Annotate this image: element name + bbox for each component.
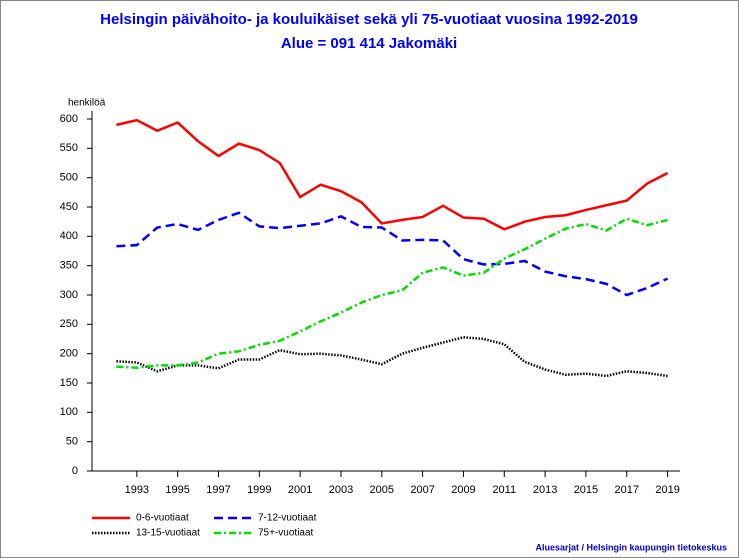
series-line <box>116 217 668 370</box>
x-tick-label: 2009 <box>451 484 475 496</box>
y-tick-label: 250 <box>60 318 78 330</box>
x-tick-label: 2005 <box>370 484 394 496</box>
x-tick-label: 2013 <box>533 484 557 496</box>
series-line <box>116 335 668 378</box>
x-tick-label: 2003 <box>329 484 353 496</box>
x-tick-label: 2011 <box>492 484 516 496</box>
x-tick-label: 2001 <box>288 484 312 496</box>
chart-subtitle: Alue = 091 414 Jakomäki <box>281 35 457 52</box>
y-tick-label: 350 <box>60 260 78 272</box>
y-tick-label: 0 <box>72 465 78 477</box>
x-tick-label: 2017 <box>615 484 639 496</box>
y-tick-label: 600 <box>60 113 78 125</box>
legend-label: 7-12-vuotiaat <box>258 513 317 524</box>
x-tick-label: 1993 <box>125 484 149 496</box>
series-line <box>116 211 669 297</box>
x-tick-label: 1999 <box>247 484 271 496</box>
x-tick-label: 2015 <box>574 484 598 496</box>
source: Aluesarjat / Helsingin kaupungin tietoke… <box>535 542 727 552</box>
chart-title: Helsingin päivähoito- ja kouluikäiset se… <box>100 11 638 28</box>
x-tick-label: 2019 <box>655 484 679 496</box>
x-tick-label: 1997 <box>206 484 230 496</box>
series-line <box>116 118 669 231</box>
y-axis-label: henkilöä <box>68 98 106 109</box>
x-tick-label: 2007 <box>410 484 434 496</box>
legend-label: 75+-vuotiaat <box>258 528 314 539</box>
y-tick-label: 500 <box>60 172 78 184</box>
y-tick-label: 50 <box>66 436 78 448</box>
y-tick-label: 200 <box>60 348 78 360</box>
y-tick-label: 150 <box>60 377 78 389</box>
y-tick-label: 550 <box>60 142 78 154</box>
legend-label: 13-15-vuotiaat <box>136 528 200 539</box>
y-tick-label: 450 <box>60 201 78 213</box>
y-tick-label: 300 <box>60 289 78 301</box>
legend-label: 0-6-vuotiaat <box>136 513 189 524</box>
y-tick-label: 100 <box>60 406 78 418</box>
x-tick-label: 1995 <box>165 484 189 496</box>
y-tick-label: 400 <box>60 230 78 242</box>
